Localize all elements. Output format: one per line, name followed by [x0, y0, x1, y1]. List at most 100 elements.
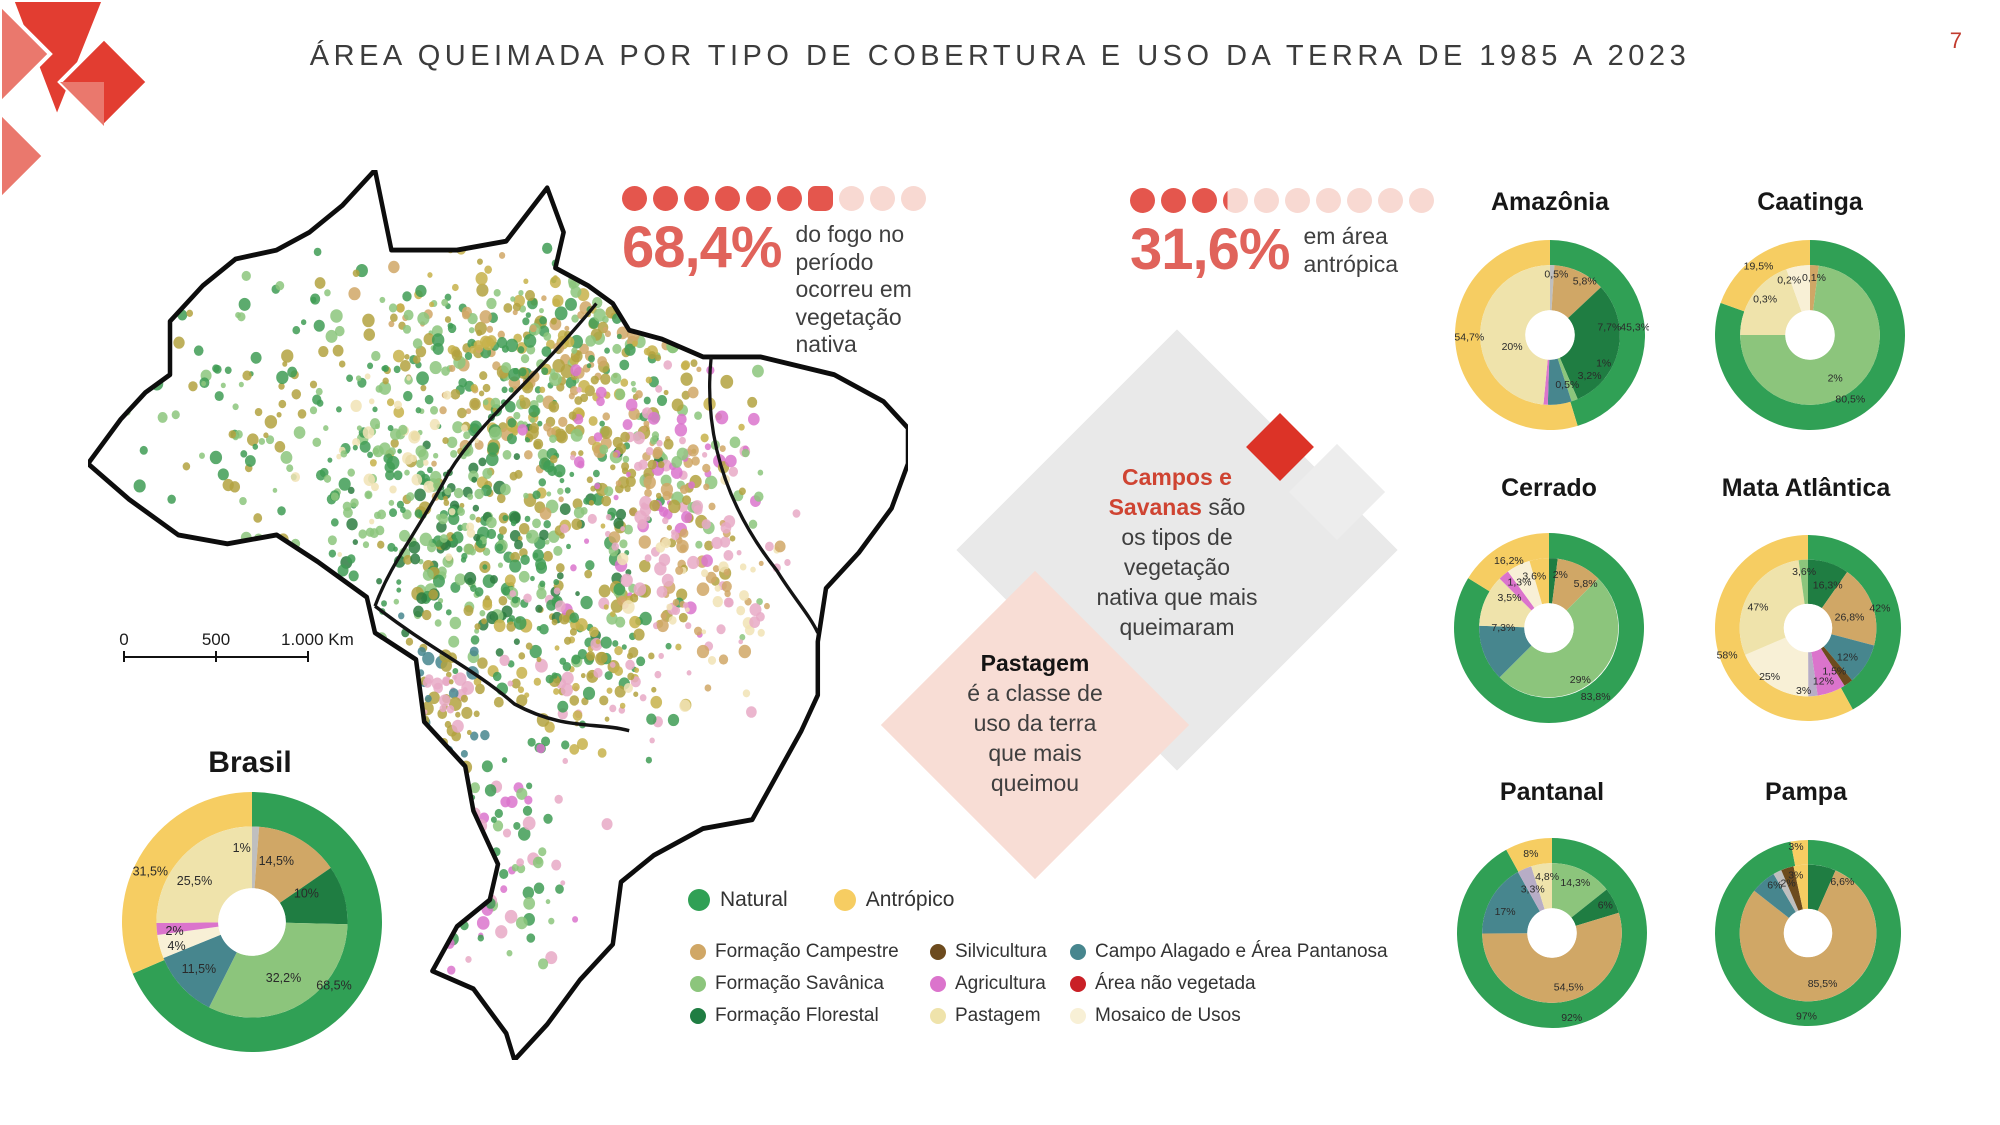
callout-line: Savanas são	[1047, 492, 1307, 522]
donut-segment	[1740, 265, 1880, 405]
scale-label: 1.000 Km	[281, 630, 354, 649]
donut-segment	[121, 792, 252, 974]
donut-segment-label: 45,3%	[1620, 321, 1649, 333]
donut-segment-label: 11,5%	[182, 962, 217, 976]
donut-segment	[156, 826, 252, 924]
legend-label: Antrópico	[865, 888, 955, 911]
dot-filled-icon	[808, 186, 833, 211]
donut-segment-label: 1%	[233, 841, 251, 855]
stat-value: 31,6%	[1130, 217, 1290, 282]
donut-hole	[1527, 908, 1577, 958]
dot-empty-icon	[1378, 188, 1403, 213]
donut-segment	[1479, 578, 1532, 628]
donut-segment-label: 26,8%	[1835, 611, 1865, 623]
donut-title-pampa: Pampa	[1765, 778, 1847, 806]
donut-segment-label: 58%	[1717, 650, 1738, 662]
legend-label: Natural	[720, 888, 788, 911]
callout-text: que mais	[988, 740, 1082, 766]
donut-svg: 45,3%54,7%0,5%5,8%7,7%1%3,2%0,5%20%	[1454, 240, 1650, 430]
donut-segment-label: 3,3%	[1521, 883, 1545, 895]
donut-segment-label: 2%	[1553, 569, 1568, 581]
donut-segment-label: 16,3%	[1813, 580, 1843, 592]
donut-chart-pantanal: 92% 8% 14,3% 6% 54,5% 17% 3,3% 4,8%	[1453, 834, 1651, 1032]
legend-item: Pastagem	[922, 1005, 1062, 1027]
donut-segment-label: 5,8%	[1574, 578, 1598, 590]
legend-swatch-icon	[690, 1008, 706, 1024]
progress-dots	[622, 186, 982, 211]
dot-empty-icon	[1347, 188, 1372, 213]
donut-segment	[1507, 560, 1543, 609]
donut-segment	[1740, 269, 1802, 335]
legend-item: Mosaico de Usos	[1062, 1005, 1388, 1027]
donut-hole	[1785, 310, 1835, 360]
dot-filled-icon	[1192, 188, 1217, 213]
donut-segment-label: 14,3%	[1560, 877, 1590, 889]
dot-empty-icon	[1409, 188, 1434, 213]
donut-segment-label: 3%	[1796, 685, 1811, 697]
donut-segment-label: 7,7%	[1597, 321, 1621, 333]
donut-chart-amazonia: 45,3% 54,7% 0,5% 5,8% 7,7% 1% 3,2% 0,5% 20%	[1451, 236, 1650, 434]
logo-triangle	[0, 1, 53, 107]
legend-swatch-icon	[930, 976, 946, 992]
donut-segment-label: 3%	[1788, 869, 1803, 881]
donut-segment	[1720, 240, 1810, 312]
donut-segment	[254, 826, 331, 903]
country-outline	[85, 167, 911, 1063]
dot-filled-icon	[1161, 188, 1186, 213]
donut-segment-label: 14,5%	[259, 854, 294, 868]
donut-segment	[1517, 866, 1545, 912]
donut-segment	[1820, 646, 1853, 686]
donut-segment-label: 42%	[1869, 602, 1890, 614]
dot-empty-icon	[901, 186, 926, 211]
donut-segment-label: 31,5%	[133, 865, 168, 879]
callout-emphasis: Pastagem	[980, 650, 1090, 676]
stat-value: 68,4%	[622, 215, 782, 280]
donut-segment	[1482, 872, 1540, 934]
donut-segment	[1552, 863, 1607, 918]
donut-segment-label: 12%	[1837, 651, 1858, 663]
donut-segment-label: 80,5%	[1835, 393, 1865, 405]
page-title: ÁREA QUEIMADA POR TIPO DE COBERTURA E US…	[309, 40, 1691, 72]
donut-svg: 97%3%6,6%85,5%6%2%3%	[1715, 840, 1902, 1026]
callout-text: queimaram	[1119, 614, 1235, 640]
donut-segment	[1455, 240, 1578, 430]
legend-swatch-icon	[833, 889, 856, 911]
donut-segment-label: 1%	[1596, 357, 1611, 369]
donut-title-amazonia: Amazônia	[1490, 188, 1610, 216]
donut-segment-label: 54,7%	[1454, 332, 1484, 344]
donut-segment	[1811, 648, 1845, 696]
callout-line: vegetação	[1047, 552, 1307, 582]
callout-emphasis: Campos e	[1122, 464, 1232, 490]
donut-segment-label: 6,6%	[1830, 876, 1854, 888]
donut-segment	[1781, 866, 1803, 911]
donut-segment	[1547, 358, 1572, 405]
donut-segment	[1479, 625, 1532, 678]
legend-groups: Natural Antrópico	[688, 888, 954, 912]
donut-hole	[1783, 908, 1833, 958]
donut-segment-label: 3,6%	[1522, 571, 1546, 583]
donut-chart-pampa: 97% 3% 6,6% 85,5% 6% 2% 3%	[1711, 836, 1905, 1030]
donut-segment	[1821, 571, 1877, 646]
stat-anthropic-area: 31,6% em área antrópica	[1130, 188, 1490, 279]
donut-segment	[1808, 535, 1902, 710]
donut-segment	[1480, 265, 1550, 405]
donut-segment	[1552, 558, 1599, 611]
donut-segment	[1499, 578, 1619, 698]
donut-segment	[156, 922, 219, 935]
legend-item: Formação Florestal	[682, 1005, 922, 1027]
donut-segment	[279, 867, 348, 925]
callout-text: uso da terra	[973, 710, 1097, 736]
dot-filled-icon	[777, 186, 802, 211]
legend-swatch-icon	[930, 944, 946, 960]
legend-label: Formação Florestal	[715, 1005, 879, 1026]
dot-filled-icon	[684, 186, 709, 211]
legend-item: Campo Alagado e Área Pantanosa	[1062, 941, 1388, 963]
donut-segment-label: 29%	[1570, 674, 1591, 686]
donut-segment	[1808, 864, 1836, 911]
dot-filled-icon	[715, 186, 740, 211]
callout-text: os tipos de	[1121, 524, 1233, 550]
dot-filled-icon	[653, 186, 678, 211]
donut-segment	[1810, 265, 1819, 311]
donut-chart-cerrado: 83,8% 16,2% 2% 5,8% 29% 7,3% 3,5% 1,3% 3,6%	[1450, 529, 1648, 727]
callout-line: uso da terra	[920, 708, 1150, 738]
